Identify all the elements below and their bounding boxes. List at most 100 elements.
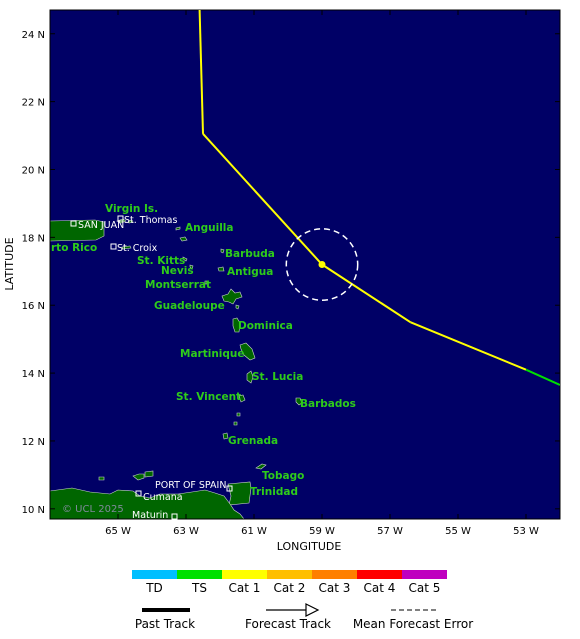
grenada-land <box>222 432 229 440</box>
lat-tick-label: 10 N <box>22 505 45 516</box>
label-st-vincent: St. Vincent <box>176 391 241 403</box>
x-axis-label: LONGITUDE <box>277 540 342 553</box>
copyright-watermark: © UCL 2025 <box>62 504 124 515</box>
forecast-track-label: Forecast Track <box>245 617 331 631</box>
label-st-kitts: St. Kitts <box>137 255 185 267</box>
st-croix-land <box>121 245 132 250</box>
label-guadeloupe: Guadeloupe <box>154 300 225 312</box>
city-marker-maturin <box>171 513 178 520</box>
lat-tick-label: 24 N <box>22 30 45 41</box>
category-swatch <box>132 570 177 579</box>
label-anguilla: Anguilla <box>185 222 233 234</box>
past-track-label: Past Track <box>135 617 195 631</box>
category-color-bar: TD TS Cat 1 Cat 2 Cat 3 Cat 4 Cat 5 <box>132 570 447 595</box>
category-label: Cat 2 <box>274 581 306 595</box>
st-kitts-nevis-land <box>182 256 194 270</box>
plot-frame <box>49 9 561 520</box>
lon-tick-label: 65 W <box>105 526 131 537</box>
lon-tick-label: 57 W <box>377 526 403 537</box>
category-label: Cat 1 <box>229 581 261 595</box>
barbados-land <box>295 397 303 406</box>
label-cumana: Cumana <box>143 492 183 503</box>
longitude-ticks: 65 W 63 W 61 W 59 W 57 W 55 W 53 W <box>105 10 539 537</box>
label-barbuda: Barbuda <box>225 248 275 260</box>
label-antigua: Antigua <box>227 266 273 278</box>
forecast-track-segment <box>198 10 204 134</box>
label-trinidad: Trinidad <box>250 486 298 498</box>
label-maturin: Maturin <box>132 510 168 521</box>
y-axis-label: LATITUDE <box>3 237 16 290</box>
lon-tick-label: 59 W <box>309 526 335 537</box>
category-label: TS <box>191 581 207 595</box>
martinique-land <box>239 342 256 361</box>
category-swatch <box>312 570 357 579</box>
land-layer <box>50 218 303 519</box>
city-marker-st-croix <box>110 243 117 250</box>
dominica-land <box>232 317 241 333</box>
legend: TD TS Cat 1 Cat 2 Cat 3 Cat 4 Cat 5 Past Track… <box>132 570 473 631</box>
lon-tick-label: 63 W <box>173 526 199 537</box>
label-tobago: Tobago <box>262 470 304 482</box>
forecast-track-segment <box>202 133 323 266</box>
storm-position-marker <box>318 261 326 268</box>
category-swatch <box>177 570 222 579</box>
lat-tick-label: 16 N <box>22 301 45 312</box>
tobago-land <box>255 463 267 470</box>
forecast-track-segment <box>321 263 411 324</box>
lon-tick-label: 61 W <box>241 526 267 537</box>
label-st-thomas: St. Thomas <box>124 215 178 226</box>
label-st-lucia: St. Lucia <box>252 371 303 383</box>
category-label: TD <box>145 581 163 595</box>
label-port-of-spain: PORT OF SPAIN <box>155 480 226 491</box>
city-marker-st-thomas <box>117 215 124 222</box>
city-labels: SAN JUAN St. Thomas St. Croix PORT OF SP… <box>70 215 233 521</box>
lat-tick-label: 20 N <box>22 165 45 176</box>
label-virgin-islands: Virgin Is. <box>105 203 158 215</box>
label-san-juan: SAN JUAN <box>78 220 124 231</box>
lat-tick-label: 18 N <box>22 233 45 244</box>
label-st-croix: St. Croix <box>117 243 158 254</box>
label-martinique: Martinique <box>180 348 245 360</box>
lat-tick-label: 14 N <box>22 369 45 380</box>
label-grenada: Grenada <box>228 435 278 447</box>
st-vincent-land <box>233 394 246 426</box>
forecast-track-segment <box>410 321 527 371</box>
isla-margarita-land <box>98 470 154 481</box>
category-label: Cat 4 <box>364 581 396 595</box>
label-montserrat: Montserrat <box>145 279 211 291</box>
forecast-arrow-icon <box>305 603 320 617</box>
category-swatch <box>357 570 402 579</box>
island-labels: Virgin Is. Anguilla Barbuda St. Kitts Ne… <box>51 203 356 498</box>
anguilla-land <box>175 226 188 242</box>
lon-tick-label: 55 W <box>445 526 471 537</box>
category-label: Cat 3 <box>319 581 351 595</box>
label-dominica: Dominica <box>238 320 293 332</box>
category-swatch <box>402 570 447 579</box>
category-label: Cat 5 <box>409 581 441 595</box>
forecast-track-layer <box>198 10 560 386</box>
venezuela-land <box>50 487 245 519</box>
city-marker-cumana <box>135 490 142 497</box>
label-nevis: Nevis <box>161 265 194 277</box>
montserrat-land <box>204 280 208 285</box>
forecast-track-segment <box>525 368 560 386</box>
barbuda-antigua-land <box>217 248 225 272</box>
lat-tick-label: 12 N <box>22 437 45 448</box>
lon-tick-label: 53 W <box>513 526 539 537</box>
trinidad-land <box>227 481 252 506</box>
ocean-background <box>50 10 560 519</box>
mean-forecast-error-circle <box>285 228 359 301</box>
st-lucia-land <box>246 370 254 384</box>
latitude-ticks: 10 N 12 N 14 N 16 N 18 N 20 N 22 N 24 N <box>22 30 560 516</box>
puerto-rico-land <box>50 219 105 242</box>
lat-tick-label: 22 N <box>22 98 45 109</box>
category-swatch <box>267 570 312 579</box>
category-swatch <box>222 570 267 579</box>
virgin-islands-land <box>116 218 134 224</box>
mean-error-label: Mean Forecast Error <box>353 617 473 631</box>
guadeloupe-land <box>221 288 243 310</box>
city-marker-port-of-spain <box>226 485 233 492</box>
label-puerto-rico: rto Rico <box>51 242 97 254</box>
label-barbados: Barbados <box>300 398 356 410</box>
